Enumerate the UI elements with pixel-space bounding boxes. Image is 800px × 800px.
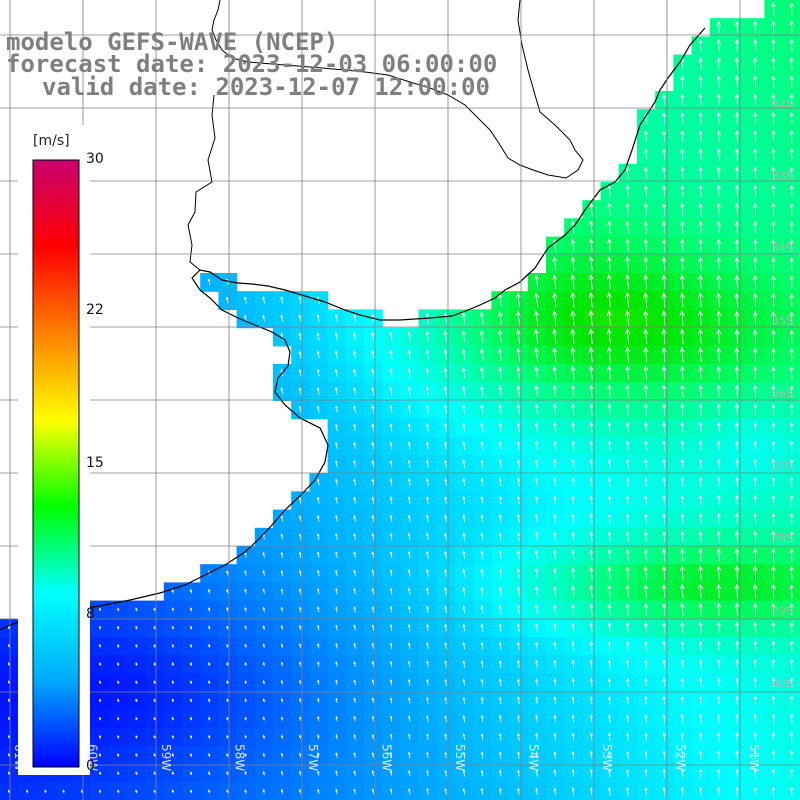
colorbar-tick-22: 22: [86, 302, 104, 318]
colorbar-unit-label: [m/s]: [33, 133, 70, 149]
wind-vectors: [8, 2, 795, 797]
lat-label: 34S: [772, 242, 793, 255]
lon-label: 54W: [527, 744, 541, 771]
lon-label: 59W: [159, 744, 173, 771]
colorbar-tick-15: 15: [86, 455, 104, 471]
lat-label: 32S: [772, 97, 793, 110]
colorbar-tick-0: 0: [86, 758, 95, 774]
lat-label: 33S: [772, 170, 793, 183]
lat-label: 38S: [772, 532, 793, 545]
lon-label: 56W: [380, 744, 394, 771]
colorbar: [32, 159, 80, 768]
colorbar-tick-8: 8: [86, 606, 95, 622]
lat-label: 37S: [772, 460, 793, 473]
colorbar-tick-30: 30: [86, 151, 104, 167]
lon-label: 57W: [306, 744, 320, 771]
coastline: [0, 27, 706, 631]
lat-label: 36S: [772, 387, 793, 400]
lon-label: 53W: [600, 744, 614, 771]
lat-label: 40S: [772, 677, 793, 690]
lon-label: 55W: [453, 744, 467, 771]
country-border: [187, 0, 584, 271]
lat-label: 39S: [772, 605, 793, 618]
wind-arrows: [8, 2, 795, 797]
latitude-labels: 32S 33S 34S 35S 36S 37S 38S 39S 40S: [772, 97, 793, 690]
lon-label: 58W: [233, 744, 247, 771]
lon-label: 51W: [747, 744, 761, 771]
lat-label: 35S: [772, 315, 793, 328]
lon-label: 52W: [674, 744, 688, 771]
